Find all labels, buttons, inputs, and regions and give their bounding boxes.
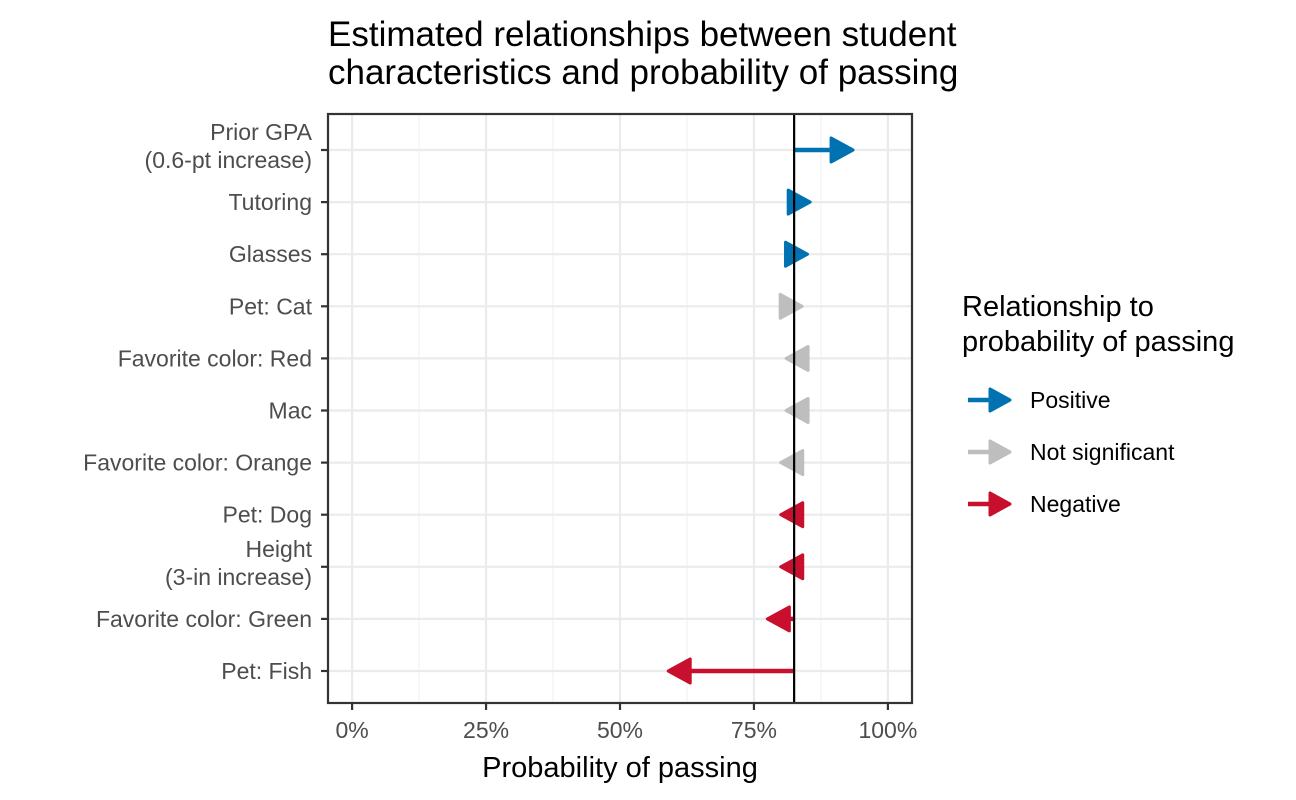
arrow-mark: [778, 292, 804, 320]
y-tick-label: Pet: Dog: [223, 502, 313, 528]
arrow-mark: [784, 397, 810, 424]
y-tick-label: Mac: [269, 398, 312, 424]
arrow-head: [779, 553, 805, 581]
legend-label: Not significant: [1030, 439, 1175, 465]
arrow-mark: [666, 657, 795, 685]
y-tick-label: Favorite color: Green: [96, 606, 312, 632]
y-tick-label: Favorite color: Orange: [83, 450, 312, 476]
arrow-head: [765, 605, 791, 633]
grid-minor: [418, 114, 822, 703]
arrow-head: [784, 240, 810, 268]
x-tick-label: 50%: [597, 717, 643, 743]
legend-title: probability of passing: [962, 326, 1234, 358]
arrow-head: [779, 449, 805, 477]
y-tick-label: Pet: Cat: [229, 293, 313, 319]
legend-entry: Not significant: [968, 439, 1175, 465]
arrow-mark: [779, 553, 805, 581]
arrow-head: [779, 501, 805, 529]
legend-key-head: [988, 439, 1012, 465]
arrow-head: [786, 188, 812, 216]
y-tick-label: Glasses: [229, 241, 312, 267]
arrow-mark: [784, 240, 810, 268]
grid-major: [328, 114, 912, 703]
x-axis-label: Probability of passing: [482, 752, 758, 784]
x-axis: 0% 25% 50% 75% 100%: [335, 703, 917, 743]
arrow-head: [778, 292, 804, 320]
legend-label: Positive: [1030, 387, 1111, 413]
arrow-mark: [786, 188, 812, 216]
arrow-head: [784, 344, 810, 372]
arrow-head: [666, 657, 692, 685]
y-tick-label: Height: [246, 536, 313, 562]
chart-title: Estimated relationships between studentc…: [328, 15, 958, 92]
arrow-head: [784, 397, 810, 424]
chart-title-line: characteristics and probability of passi…: [328, 53, 958, 92]
arrow-mark: [779, 449, 805, 477]
legend-key-head: [988, 491, 1012, 517]
x-tick-label: 25%: [463, 717, 509, 743]
arrow-mark: [765, 605, 795, 633]
chart-title-line: Estimated relationships between student: [328, 15, 957, 54]
legend-entry: Positive: [968, 387, 1111, 413]
y-tick-label: (3-in increase): [165, 564, 312, 590]
legend-entry: Negative: [968, 491, 1121, 517]
y-axis: Prior GPA(0.6-pt increase) Tutoring Glasse…: [83, 119, 328, 684]
y-tick-label: Pet: Fish: [221, 658, 312, 684]
y-tick-label: Favorite color: Red: [118, 345, 312, 371]
arrow-mark: [784, 344, 810, 372]
y-tick-label: Prior GPA: [210, 119, 312, 145]
y-tick-label: Tutoring: [228, 189, 312, 215]
x-tick-label: 100%: [858, 717, 917, 743]
arrow-mark: [794, 136, 855, 164]
y-tick-label: (0.6-pt increase): [145, 147, 312, 173]
arrow-mark: [779, 501, 805, 529]
arrow-head: [829, 136, 855, 164]
legend-title: Relationship to: [962, 291, 1154, 323]
legend-label: Negative: [1030, 491, 1121, 517]
x-tick-label: 75%: [731, 717, 777, 743]
legend-key-head: [988, 387, 1012, 413]
x-tick-label: 0%: [335, 717, 368, 743]
